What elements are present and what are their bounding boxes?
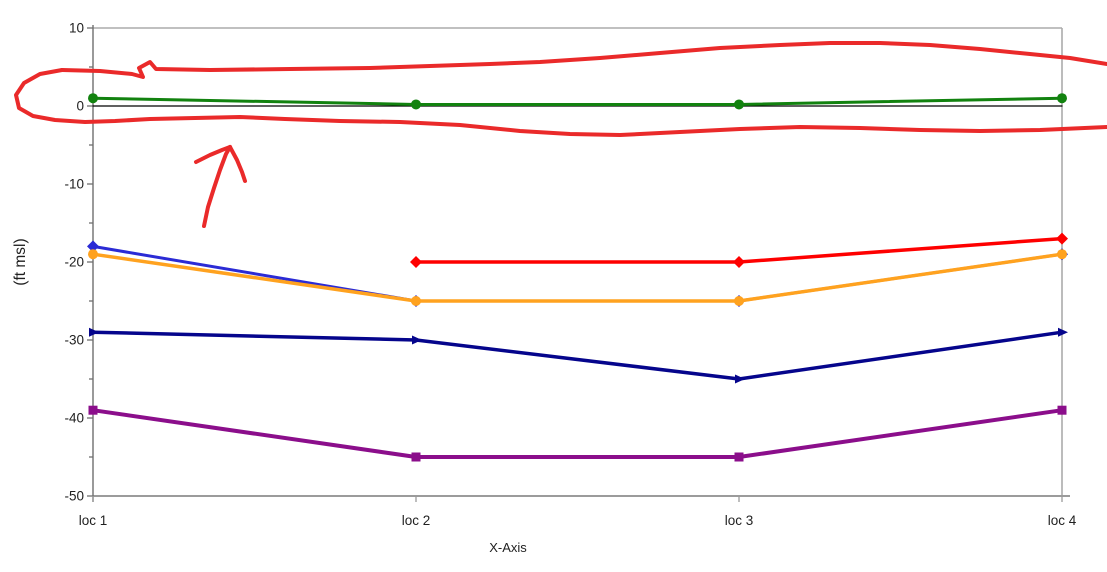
series-green-series-marker bbox=[411, 99, 421, 110]
series-navy-series-line bbox=[91, 330, 1064, 381]
x-tick-label: loc 2 bbox=[402, 513, 431, 528]
series-purple-series-marker bbox=[411, 452, 421, 462]
annotation-arrow-shaft bbox=[202, 145, 232, 228]
series-orange-series-marker bbox=[1057, 249, 1067, 260]
series-blue-series-marker bbox=[87, 240, 99, 253]
series-purple-series-marker bbox=[1057, 405, 1067, 415]
series-navy-series-marker bbox=[89, 327, 99, 337]
series-orange-series-marker bbox=[411, 296, 421, 306]
annotation-loop-bottom bbox=[14, 68, 1107, 137]
series-red-series-marker bbox=[410, 256, 422, 268]
y-tick-label: -50 bbox=[64, 489, 84, 504]
annotation-arrow-barb-right bbox=[228, 145, 247, 183]
series-orange-series-marker bbox=[734, 296, 744, 306]
y-tick-label: 10 bbox=[69, 21, 84, 36]
annotation-arrow-barb-left bbox=[194, 145, 232, 164]
series-red-series-marker bbox=[733, 256, 745, 268]
series-orange-series-line bbox=[91, 252, 1064, 303]
y-tick-label: -10 bbox=[64, 177, 84, 192]
y-tick-label: -20 bbox=[64, 255, 84, 270]
x-tick-label: loc 1 bbox=[79, 513, 108, 528]
x-axis-title: X-Axis bbox=[489, 540, 527, 555]
series-purple-series-marker bbox=[88, 405, 98, 415]
y-tick-label: -30 bbox=[64, 333, 84, 348]
x-tick-label: loc 3 bbox=[725, 513, 754, 528]
series-red-series-marker bbox=[1056, 232, 1068, 245]
series-navy-series-marker bbox=[735, 374, 745, 384]
y-tick-label: 0 bbox=[76, 99, 84, 114]
series-green-series-marker bbox=[88, 93, 98, 104]
annotation-loop-top bbox=[60, 41, 1107, 79]
series-green-series-line bbox=[91, 96, 1064, 106]
series-green-series-marker bbox=[1057, 93, 1067, 104]
series-navy-series-marker bbox=[412, 335, 422, 345]
series-orange-series-marker bbox=[88, 249, 98, 260]
y-axis-title: (ft msl) bbox=[12, 238, 29, 285]
series-purple-series-marker bbox=[734, 452, 744, 462]
x-tick-label: loc 4 bbox=[1048, 513, 1077, 528]
series-purple-series-line bbox=[91, 408, 1064, 459]
series-navy-series-marker bbox=[1058, 327, 1068, 337]
series-green-series-marker bbox=[734, 99, 744, 110]
y-tick-label: -40 bbox=[64, 411, 84, 426]
